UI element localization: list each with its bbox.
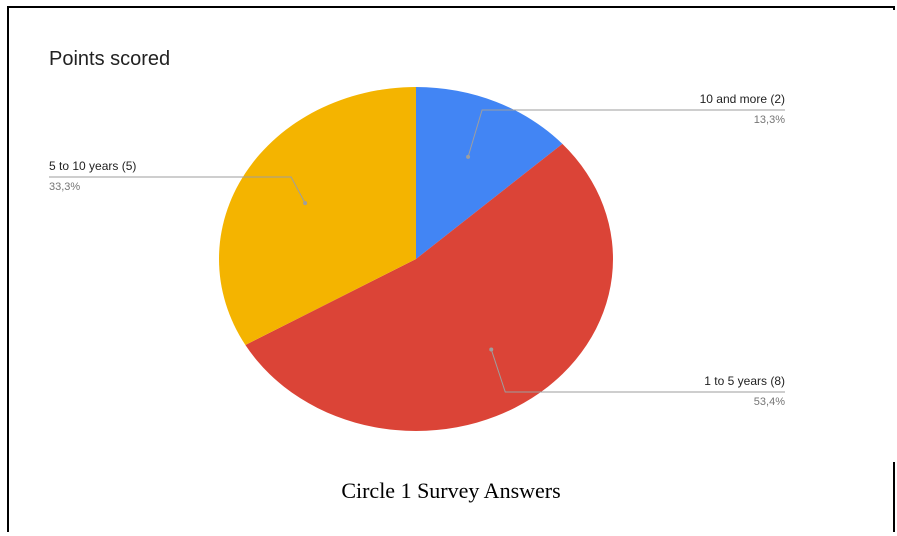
slice-percent-2: 53,4% <box>754 396 785 408</box>
pie-slice-3 <box>218 87 416 345</box>
pie-chart-svg: 10 and more (2) 13,3% 1 to 5 years (8) 53,4… <box>49 87 785 431</box>
chart-title: Points scored <box>49 48 171 70</box>
slice-label-2: 1 to 5 years (8) <box>704 374 785 388</box>
slice-percent-1: 13,3% <box>754 114 785 126</box>
pie-chart: Points scored 10 and more (2) 13,3% 1 to 5… <box>11 10 895 462</box>
slice-label-1: 10 and more (2) <box>700 92 785 106</box>
pie-slice-2 <box>245 143 613 431</box>
slice-label-3: 5 to 10 years (5) <box>49 159 136 173</box>
leader-line-3 <box>49 176 306 204</box>
slice-percent-3: 33,3% <box>49 181 80 193</box>
pie-slice-1 <box>416 87 563 259</box>
figure-frame: Points scored 10 and more (2) 13,3% 1 to 5… <box>7 6 895 532</box>
leader-line-1 <box>467 109 785 158</box>
figure-caption: Circle 1 Survey Answers <box>341 478 561 503</box>
leader-line-2 <box>490 349 785 393</box>
